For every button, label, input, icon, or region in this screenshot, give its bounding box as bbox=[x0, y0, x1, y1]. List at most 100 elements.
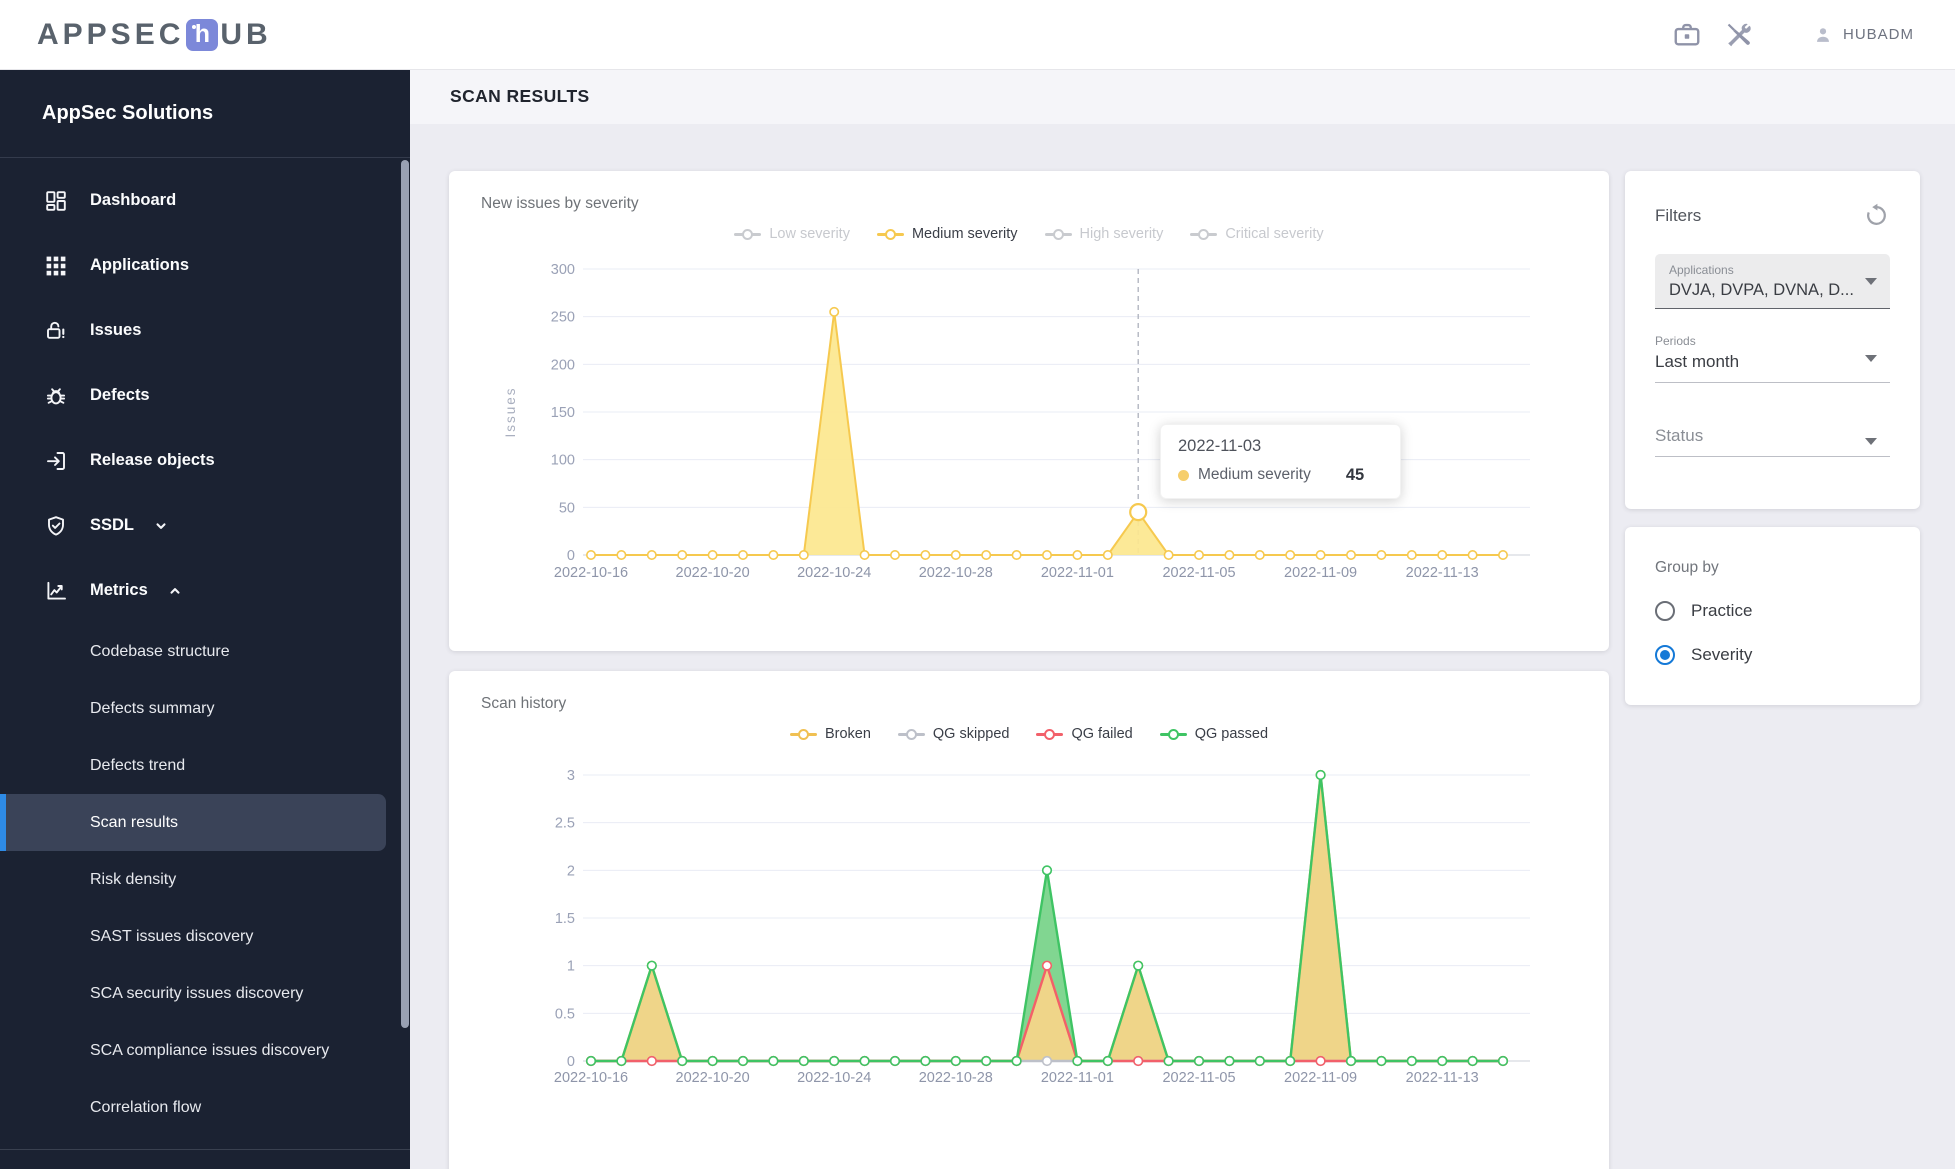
legend-item-broken[interactable]: Broken bbox=[789, 726, 871, 742]
group-by-severity-radio[interactable]: Severity bbox=[1655, 645, 1890, 665]
sidebar-nav: Dashboard Applications Issues Defects Releas… bbox=[0, 158, 410, 1150]
svg-text:50: 50 bbox=[559, 500, 575, 516]
logo-h-icon: h bbox=[186, 18, 219, 51]
sidebar-item-scan-results[interactable]: Scan results bbox=[0, 794, 386, 851]
logo-prefix: APPSEC bbox=[37, 17, 185, 51]
legend-item-qg-passed[interactable]: QG passed bbox=[1159, 726, 1269, 742]
legend-marker-icon bbox=[876, 228, 904, 240]
legend-item-high-severity[interactable]: High severity bbox=[1044, 226, 1164, 242]
legend-item-qg-failed[interactable]: QG failed bbox=[1036, 726, 1133, 742]
legend-label: High severity bbox=[1079, 226, 1164, 242]
sidebar-item-correlation-flow[interactable]: Correlation flow bbox=[0, 1079, 410, 1136]
chevron-down-icon bbox=[1865, 278, 1877, 285]
sidebar-divider bbox=[0, 1149, 410, 1150]
filters-card: Filters Applications DVJA, DVPA, DVNA, D… bbox=[1625, 171, 1920, 509]
sidebar-item-risk-density[interactable]: Risk density bbox=[0, 851, 410, 908]
chart-legend: Broken QG skipped QG failed QG passed bbox=[449, 726, 1609, 742]
sidebar-item-label: Issues bbox=[90, 321, 142, 339]
series-dot-icon bbox=[1178, 469, 1189, 481]
sidebar-item-label: Risk density bbox=[90, 870, 177, 888]
legend-label: QG skipped bbox=[932, 726, 1010, 742]
svg-text:0: 0 bbox=[567, 1054, 575, 1070]
sidebar-item-defects[interactable]: Defects bbox=[0, 363, 410, 428]
chevron-down-icon bbox=[150, 515, 172, 537]
sidebar-item-label: Metrics bbox=[90, 581, 148, 599]
person-icon bbox=[1817, 27, 1829, 42]
tools-icon[interactable] bbox=[1724, 20, 1754, 50]
svg-text:0: 0 bbox=[567, 548, 575, 564]
svg-text:300: 300 bbox=[551, 262, 575, 278]
legend-label: Medium severity bbox=[911, 226, 1018, 242]
legend-label: QG failed bbox=[1071, 726, 1133, 742]
svg-text:150: 150 bbox=[551, 405, 575, 421]
briefcase-icon[interactable] bbox=[1672, 20, 1702, 50]
chart-canvas[interactable]: 0 0.5 1 1.5 2 2.5 3 2022-10-16 2022-10-20 2022-10… bbox=[449, 754, 1609, 1099]
legend-item-critical-severity[interactable]: Critical severity bbox=[1190, 226, 1324, 242]
svg-text:2022-11-13: 2022-11-13 bbox=[1406, 565, 1479, 581]
sidebar-item-sast-issues-discovery[interactable]: SAST issues discovery bbox=[0, 908, 410, 965]
charts-column: New issues by severity Low severity Mediu… bbox=[449, 171, 1609, 1169]
sidebar-item-issues[interactable]: Issues bbox=[0, 298, 410, 363]
sidebar-item-label: SAST issues discovery bbox=[90, 927, 254, 945]
applications-icon bbox=[44, 254, 68, 278]
sidebar-item-codebase-structure[interactable]: Codebase structure bbox=[0, 623, 410, 680]
radio-icon bbox=[1655, 645, 1675, 665]
sidebar-scrollbar[interactable] bbox=[401, 160, 409, 1028]
svg-text:2022-10-28: 2022-10-28 bbox=[919, 1070, 993, 1086]
svg-text:2022-11-05: 2022-11-05 bbox=[1162, 565, 1235, 581]
svg-text:0.5: 0.5 bbox=[555, 1006, 575, 1022]
chart-title: New issues by severity bbox=[481, 195, 639, 212]
svg-text:2022-10-24: 2022-10-24 bbox=[797, 565, 871, 581]
group-by-practice-radio[interactable]: Practice bbox=[1655, 601, 1890, 621]
main-area: SCAN RESULTS New issues by severity Low … bbox=[410, 69, 1955, 1169]
status-select[interactable]: Status bbox=[1655, 426, 1890, 457]
right-column: Filters Applications DVJA, DVPA, DVNA, D… bbox=[1625, 171, 1920, 705]
sidebar-item-defects-summary[interactable]: Defects summary bbox=[0, 680, 410, 737]
chart-canvas[interactable]: 0 50 100 150 200 250 300 2022-10-16 2022-10-20 20… bbox=[449, 254, 1609, 606]
sidebar-item-label: SCA compliance issues discovery bbox=[90, 1041, 330, 1059]
sidebar-item-metrics[interactable]: Metrics bbox=[0, 558, 410, 623]
chart-title: Scan history bbox=[481, 695, 567, 712]
periods-label: Periods bbox=[1655, 334, 1696, 348]
sidebar-item-dashboard[interactable]: Dashboard bbox=[0, 168, 410, 233]
user-menu[interactable]: HUBADM bbox=[1812, 24, 1914, 46]
svg-text:2022-10-28: 2022-10-28 bbox=[919, 565, 993, 581]
metrics-icon bbox=[44, 579, 68, 603]
reset-filters-button[interactable] bbox=[1863, 202, 1890, 229]
legend-marker-icon bbox=[734, 228, 762, 240]
sidebar-item-sca-security-issues-discovery[interactable]: SCA security issues discovery bbox=[0, 965, 410, 1022]
sidebar-item-ssdl[interactable]: SSDL bbox=[0, 493, 410, 558]
svg-text:Issues: Issues bbox=[503, 386, 518, 437]
sidebar-item-sca-compliance-issues-discovery[interactable]: SCA compliance issues discovery bbox=[0, 1022, 410, 1079]
release-objects-icon bbox=[44, 449, 68, 473]
svg-text:2022-11-01: 2022-11-01 bbox=[1041, 1070, 1114, 1086]
group-by-title: Group by bbox=[1655, 559, 1719, 576]
legend-item-qg-skipped[interactable]: QG skipped bbox=[897, 726, 1010, 742]
applications-select[interactable]: Applications DVJA, DVPA, DVNA, D... bbox=[1655, 254, 1890, 309]
tooltip-value: 45 bbox=[1345, 465, 1365, 484]
chevron-up-icon bbox=[164, 580, 186, 602]
legend-item-medium-severity[interactable]: Medium severity bbox=[876, 226, 1018, 242]
legend-item-low-severity[interactable]: Low severity bbox=[734, 226, 850, 242]
radio-label: Practice bbox=[1691, 601, 1753, 620]
svg-text:2022-10-20: 2022-10-20 bbox=[676, 1070, 750, 1086]
applications-value: DVJA, DVPA, DVNA, D... bbox=[1669, 281, 1854, 299]
svg-text:2022-10-20: 2022-10-20 bbox=[676, 565, 750, 581]
svg-text:2022-11-09: 2022-11-09 bbox=[1284, 1070, 1357, 1086]
sidebar-item-label: SSDL bbox=[90, 516, 135, 534]
defects-icon bbox=[44, 384, 68, 408]
sidebar-item-defects-trend[interactable]: Defects trend bbox=[0, 737, 410, 794]
svg-text:250: 250 bbox=[551, 310, 575, 326]
group-by-card: Group by Practice Severity bbox=[1625, 527, 1920, 705]
chevron-down-icon bbox=[1865, 438, 1877, 445]
sidebar-item-release-objects[interactable]: Release objects bbox=[0, 428, 410, 493]
app-logo: APPSEC h UB bbox=[37, 18, 272, 52]
top-bar: APPSEC h UB HUBADM bbox=[0, 0, 1955, 70]
legend-marker-icon bbox=[1044, 228, 1072, 240]
sidebar-item-applications[interactable]: Applications bbox=[0, 233, 410, 298]
tooltip-series: Medium severity bbox=[1198, 466, 1311, 483]
legend-label: QG passed bbox=[1194, 726, 1269, 742]
svg-text:2022-11-05: 2022-11-05 bbox=[1162, 1070, 1235, 1086]
periods-select[interactable]: Periods Last month bbox=[1655, 334, 1890, 383]
sidebar-item-label: Scan results bbox=[90, 813, 179, 831]
